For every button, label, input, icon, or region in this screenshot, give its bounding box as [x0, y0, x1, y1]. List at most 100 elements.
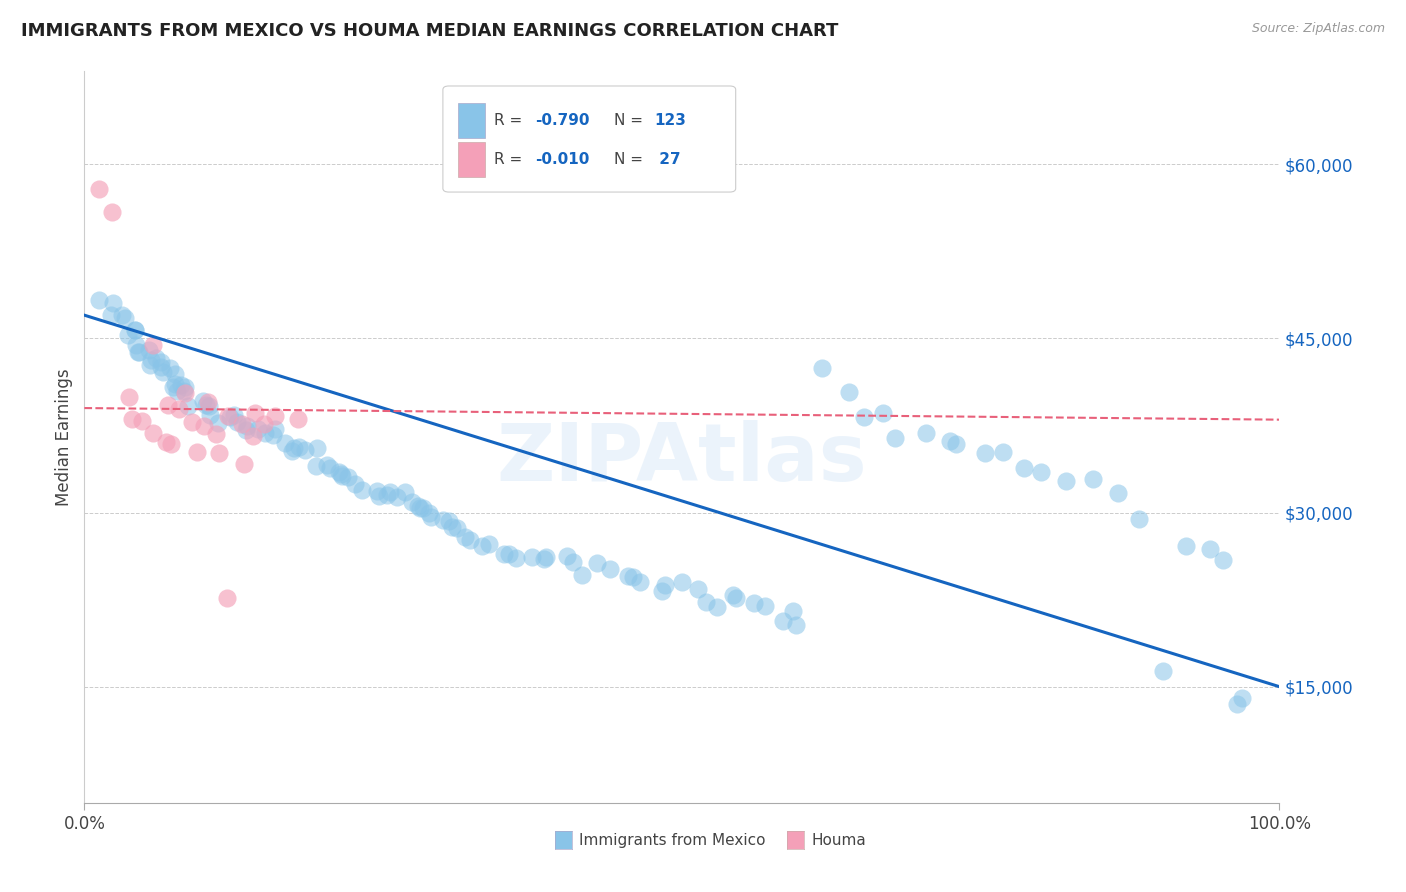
Point — [207, 416, 229, 430]
Point — [160, 436, 183, 450]
Text: Houma: Houma — [811, 833, 866, 847]
Point — [723, 588, 745, 602]
Point — [838, 385, 860, 400]
Point — [264, 409, 287, 424]
Point — [571, 567, 593, 582]
Point — [1230, 690, 1253, 705]
Point — [1199, 541, 1222, 556]
Point — [114, 310, 136, 325]
Point — [505, 550, 527, 565]
Point — [205, 426, 228, 441]
Point — [1152, 664, 1174, 678]
Point — [181, 415, 204, 429]
Point — [478, 537, 501, 551]
Point — [174, 380, 197, 394]
Point — [939, 434, 962, 449]
Point — [162, 380, 184, 394]
Text: Source: ZipAtlas.com: Source: ZipAtlas.com — [1251, 22, 1385, 36]
Point — [534, 550, 557, 565]
Point — [852, 410, 875, 425]
Point — [118, 390, 141, 404]
Point — [232, 457, 254, 471]
FancyBboxPatch shape — [443, 86, 735, 192]
Point — [471, 539, 494, 553]
Point — [785, 618, 807, 632]
Text: N =: N = — [614, 152, 648, 167]
Point — [498, 547, 520, 561]
Point — [439, 514, 461, 528]
Point — [294, 442, 316, 457]
Text: R =: R = — [495, 152, 527, 167]
Point — [401, 495, 423, 509]
Text: Immigrants from Mexico: Immigrants from Mexico — [579, 833, 766, 847]
Point — [394, 484, 416, 499]
Point — [131, 414, 153, 428]
Point — [173, 384, 195, 399]
Point — [441, 520, 464, 534]
Point — [1128, 511, 1150, 525]
Point — [884, 431, 907, 445]
Point — [412, 500, 434, 515]
Point — [686, 582, 709, 596]
Point — [520, 550, 543, 565]
Point — [418, 506, 440, 520]
Point — [264, 421, 287, 435]
Point — [142, 425, 165, 440]
Point — [159, 360, 181, 375]
Point — [219, 409, 242, 424]
Point — [810, 361, 832, 376]
Point — [330, 467, 353, 482]
Point — [101, 295, 124, 310]
Point — [724, 591, 747, 605]
Point — [872, 406, 894, 420]
Point — [283, 441, 305, 455]
Point — [186, 445, 208, 459]
Point — [149, 360, 172, 375]
Point — [198, 408, 221, 422]
Point — [287, 440, 309, 454]
FancyBboxPatch shape — [458, 103, 485, 138]
Point — [231, 417, 253, 431]
Point — [406, 499, 429, 513]
Point — [226, 415, 249, 429]
Point — [555, 549, 578, 564]
Point — [156, 398, 179, 412]
Point — [121, 412, 143, 426]
Point — [235, 424, 257, 438]
Point — [124, 323, 146, 337]
Point — [375, 488, 398, 502]
Point — [706, 599, 728, 614]
Text: R =: R = — [495, 113, 527, 128]
Text: N =: N = — [614, 113, 648, 128]
Point — [287, 412, 309, 426]
Point — [197, 395, 219, 409]
Point — [915, 425, 938, 440]
Point — [217, 409, 239, 424]
Point — [744, 596, 766, 610]
Point — [352, 483, 374, 498]
Point — [945, 436, 967, 450]
Point — [117, 328, 139, 343]
Point — [1212, 553, 1234, 567]
Point — [262, 428, 284, 442]
Point — [654, 578, 676, 592]
Text: ZIPAtlas: ZIPAtlas — [496, 420, 868, 498]
Point — [150, 354, 173, 368]
Point — [337, 470, 360, 484]
Point — [782, 604, 804, 618]
Point — [366, 483, 388, 498]
Point — [586, 556, 609, 570]
Point — [111, 308, 134, 322]
Point — [127, 345, 149, 359]
Y-axis label: Median Earnings: Median Earnings — [55, 368, 73, 506]
Point — [378, 484, 401, 499]
Point — [166, 384, 188, 398]
Point — [165, 367, 187, 381]
Point — [319, 460, 342, 475]
Point — [242, 429, 264, 443]
Text: -0.010: -0.010 — [534, 152, 589, 167]
Point — [87, 182, 110, 196]
Point — [142, 337, 165, 351]
Point — [1226, 697, 1249, 711]
Point — [163, 376, 186, 391]
